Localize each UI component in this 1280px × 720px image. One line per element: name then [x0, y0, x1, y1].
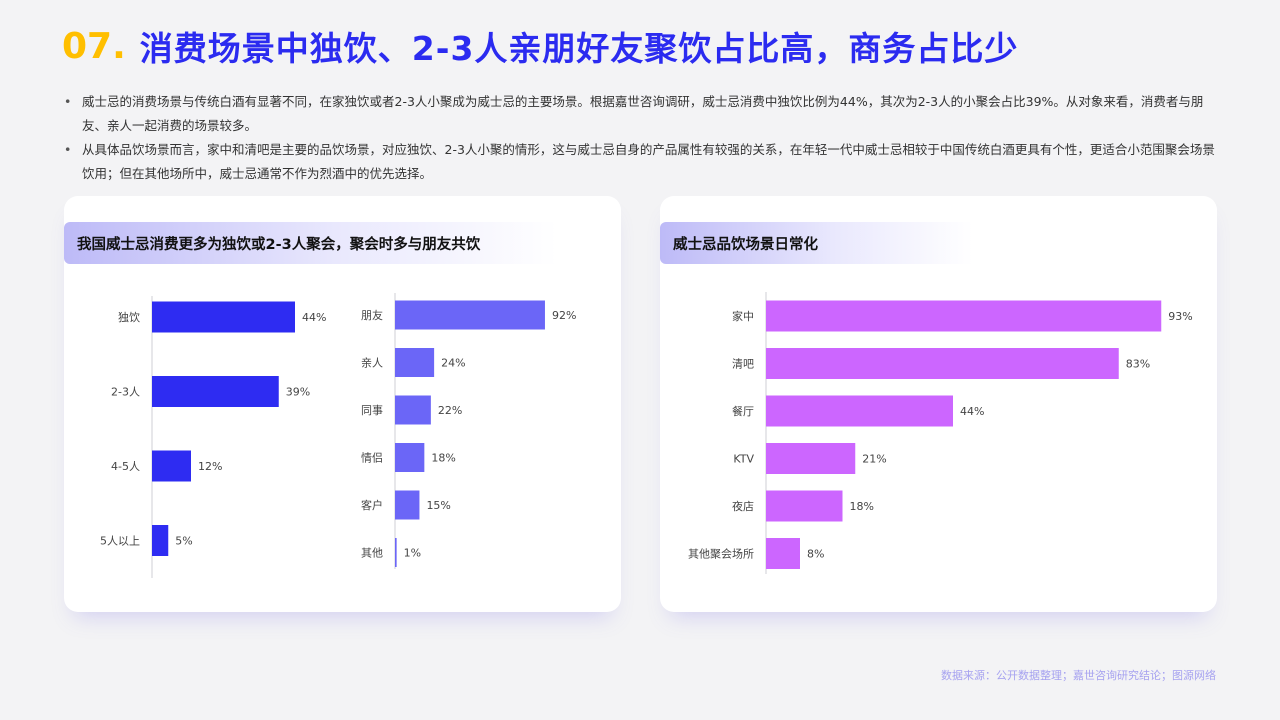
- venue-value-label: 8%: [807, 548, 824, 561]
- companion-value-label: 18%: [431, 452, 455, 465]
- companion-category-label: 同事: [361, 404, 383, 417]
- venue-value-label: 93%: [1168, 310, 1192, 323]
- card-title: 威士忌品饮场景日常化: [660, 222, 973, 264]
- group-size-bar: [152, 450, 191, 482]
- page-title: 07. 消费场景中独饮、2-3人亲朋好友聚饮占比高，商务占比少: [62, 22, 1018, 70]
- companion-value-label: 22%: [438, 404, 462, 417]
- chart-left: 独饮 44% 2-3人 39% 4-5人 12% 5人以上 5% 朋友 92% 亲人 24% 同事 22%…: [100, 293, 576, 578]
- venue-value-label: 18%: [850, 500, 874, 513]
- companion-value-label: 1%: [404, 547, 421, 560]
- card-consumption-group: 我国威士忌消费更多为独饮或2-3人聚会，聚会时多与朋友共饮 独饮 44% 2-3人 3…: [64, 196, 621, 612]
- venue-bar: [766, 538, 800, 569]
- venue-bar: [766, 300, 1162, 332]
- group-size-category-label: 2-3人: [111, 386, 140, 399]
- venue-category-label: 夜店: [732, 499, 754, 513]
- summary-bullets: 威士忌的消费场景与传统白酒有显著不同，在家独饮或者2-3人小聚成为威士忌的主要场…: [64, 90, 1224, 186]
- group-size-bar: [152, 301, 295, 333]
- venue-category-label: 餐厅: [732, 404, 754, 418]
- companion-category-label: 朋友: [361, 308, 383, 322]
- venue-category-label: KTV: [733, 453, 754, 466]
- venue-bar: [766, 443, 856, 474]
- venue-bar: [766, 395, 953, 427]
- companion-bar: [395, 538, 397, 567]
- companion-bar: [395, 348, 435, 377]
- companion-category-label: 亲人: [361, 356, 383, 370]
- group-size-value-label: 12%: [198, 460, 222, 473]
- venue-category-label: 清吧: [732, 358, 754, 371]
- venue-value-label: 21%: [862, 453, 886, 466]
- companion-bar: [395, 490, 420, 520]
- companion-bar: [395, 443, 425, 472]
- companion-bar: [395, 300, 545, 330]
- bullet-item: 威士忌的消费场景与传统白酒有显著不同，在家独饮或者2-3人小聚成为威士忌的主要场…: [64, 90, 1224, 138]
- venue-bar: [766, 490, 843, 522]
- venue-value-label: 44%: [960, 405, 984, 418]
- card-title: 我国威士忌消费更多为独饮或2-3人聚会，聚会时多与朋友共饮: [64, 222, 557, 264]
- group-size-category-label: 独饮: [118, 311, 140, 324]
- venue-category-label: 其他聚会场所: [688, 547, 754, 561]
- companion-category-label: 情侣: [361, 451, 383, 465]
- companion-category-label: 其他: [361, 547, 383, 560]
- companion-value-label: 15%: [426, 499, 450, 512]
- title-number: 07.: [62, 25, 126, 67]
- group-size-bar: [152, 376, 279, 407]
- card-venue: 威士忌品饮场景日常化 家中 93% 清吧 83% 餐厅 44% KTV 21% 夜店 18% 其他聚…: [660, 196, 1217, 612]
- companion-bar: [395, 395, 431, 425]
- group-size-category-label: 5人以上: [100, 535, 140, 548]
- title-text: 消费场景中独饮、2-3人亲朋好友聚饮占比高，商务占比少: [139, 29, 1019, 68]
- group-size-value-label: 5%: [175, 535, 192, 548]
- companion-value-label: 24%: [441, 357, 465, 370]
- group-size-value-label: 39%: [286, 386, 310, 399]
- group-size-category-label: 4-5人: [111, 460, 140, 473]
- group-size-bar: [152, 525, 169, 556]
- venue-bar: [766, 348, 1119, 379]
- companion-value-label: 92%: [552, 309, 576, 322]
- venue-value-label: 83%: [1126, 358, 1150, 371]
- group-size-value-label: 44%: [302, 311, 326, 324]
- venue-category-label: 家中: [732, 309, 754, 323]
- chart-venue: 家中 93% 清吧 83% 餐厅 44% KTV 21% 夜店 18% 其他聚会场所 8%: [688, 292, 1193, 574]
- bullet-item: 从具体品饮场景而言，家中和清吧是主要的品饮场景，对应独饮、2-3人小聚的情形，这…: [64, 138, 1224, 186]
- source-note: 数据来源：公开数据整理；嘉世咨询研究结论；图源网络: [941, 669, 1216, 682]
- companion-category-label: 客户: [361, 498, 383, 512]
